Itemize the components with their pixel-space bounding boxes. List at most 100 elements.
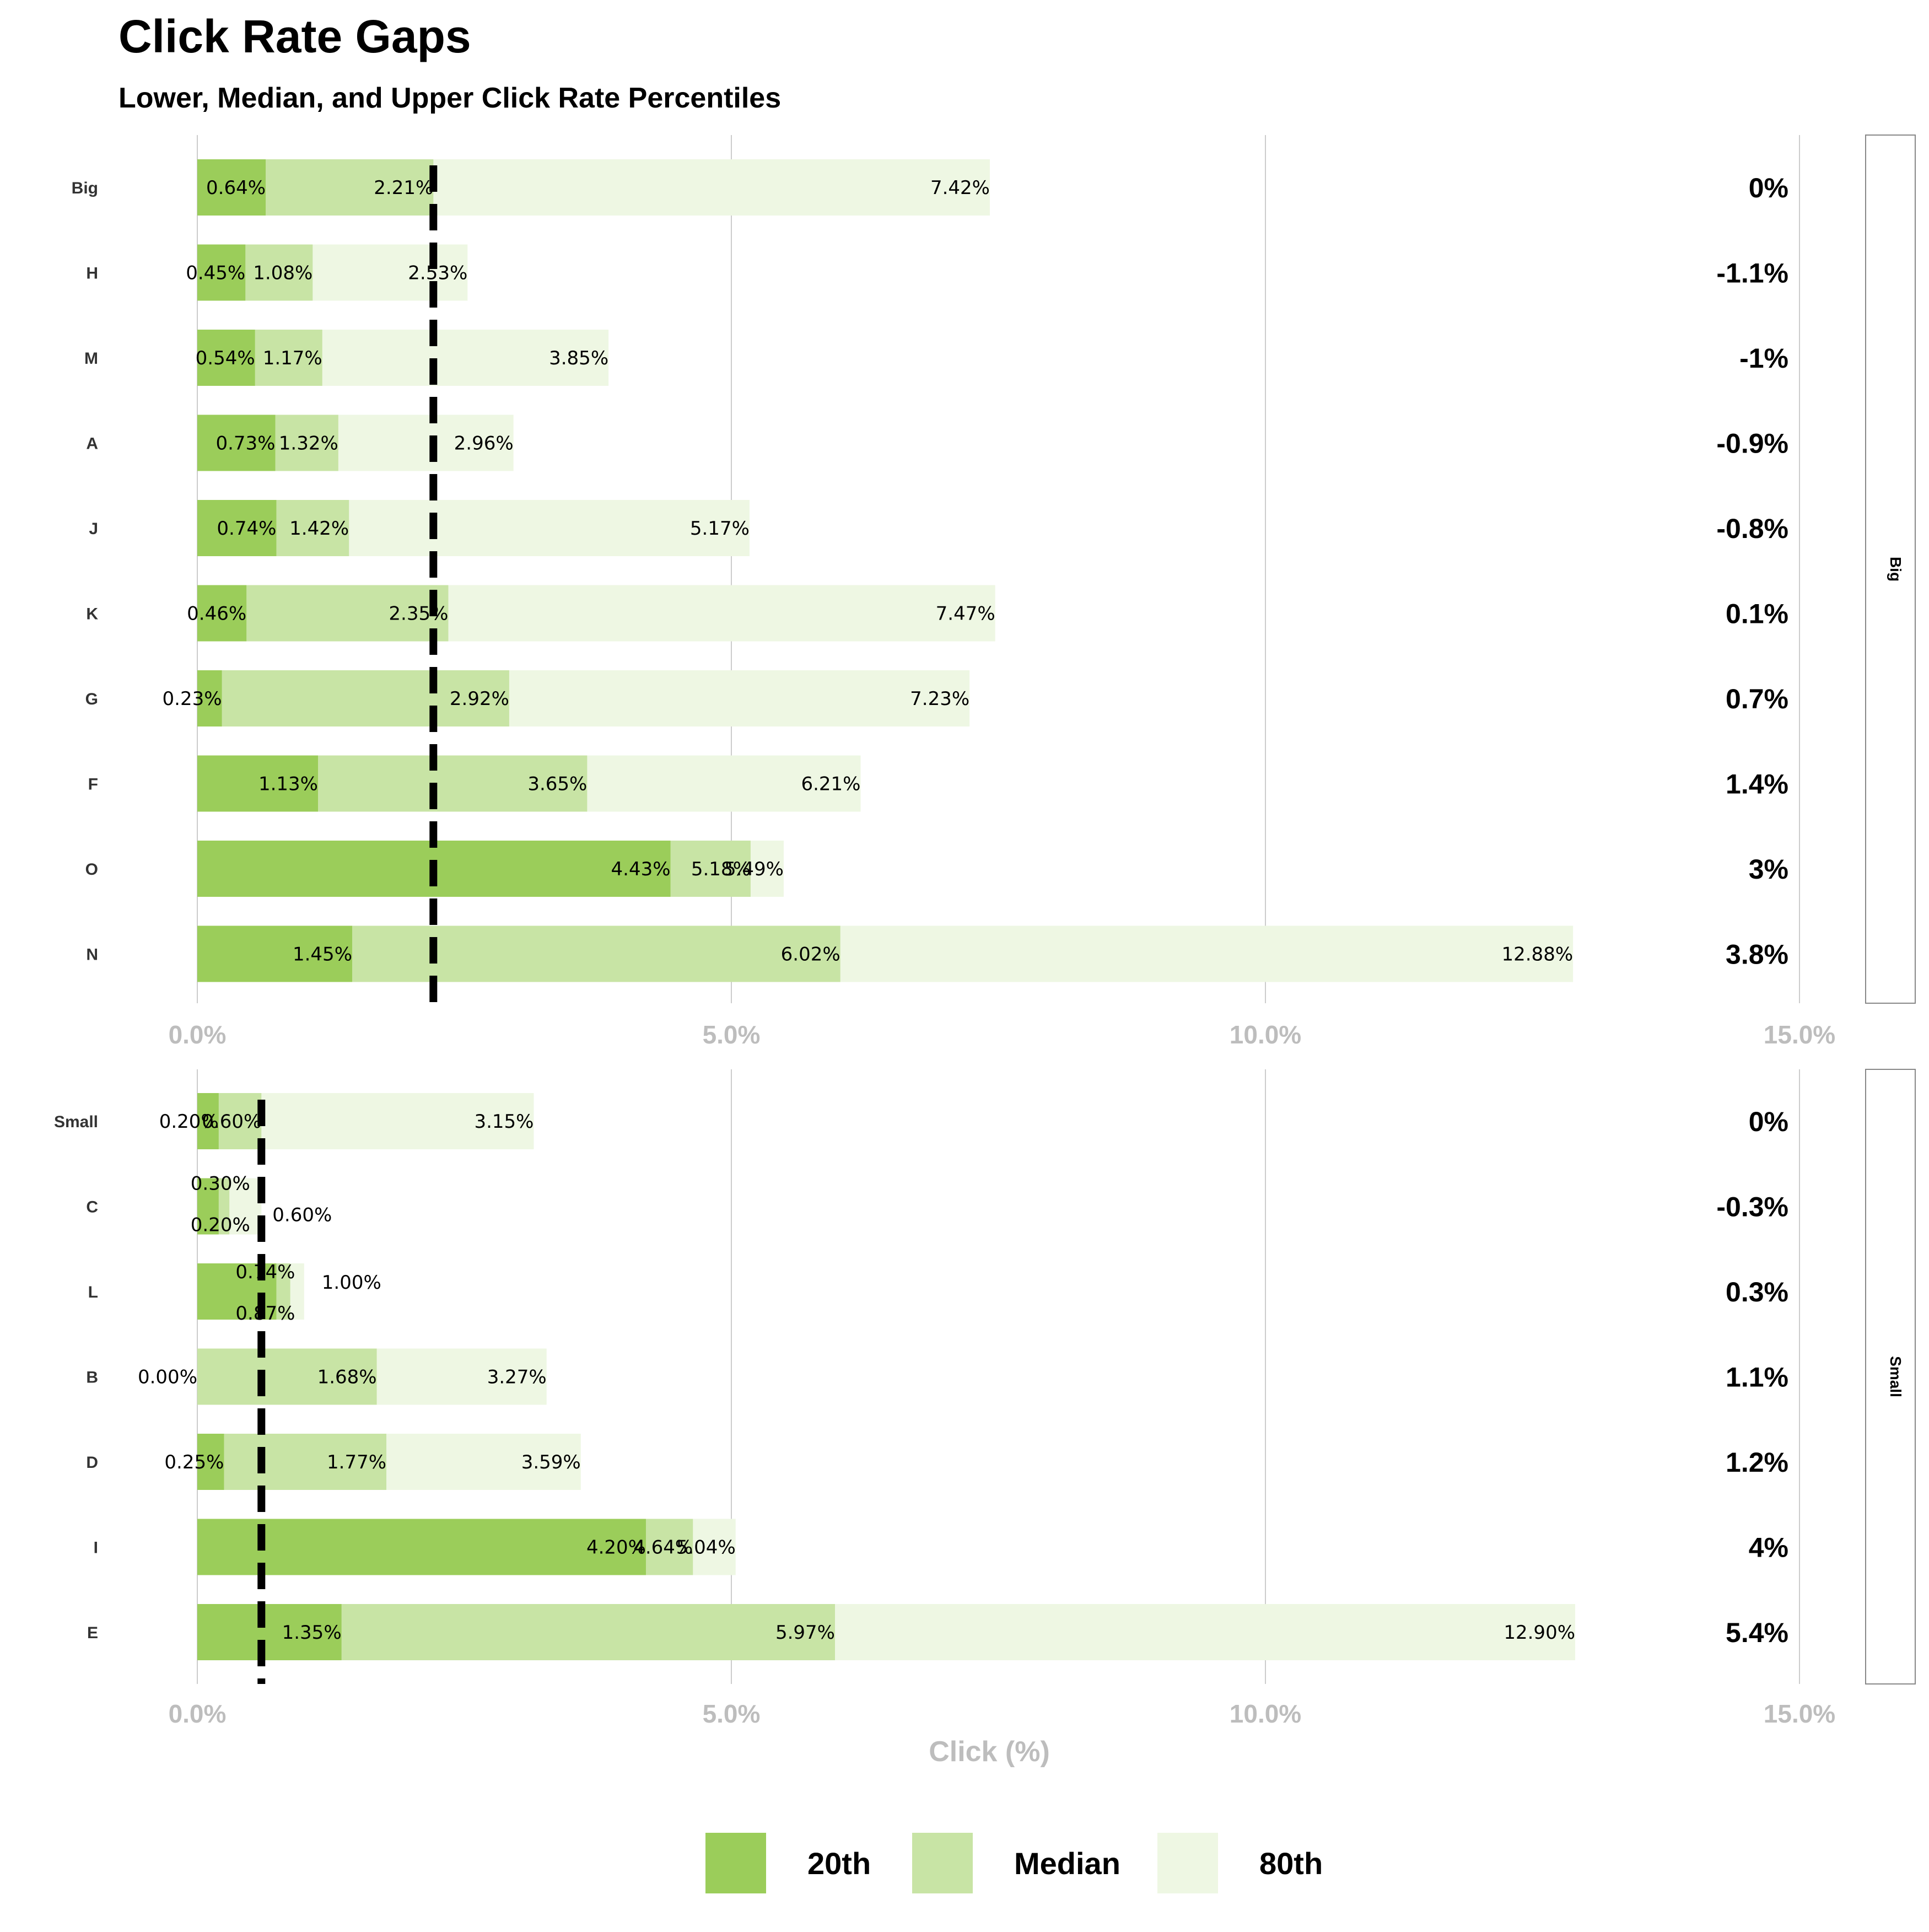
panels: Big 0.64% 2.21% 7.42% 0% H 0.45% 1.08% 2.53% -1.1… xyxy=(54,134,1916,1728)
category-label: K xyxy=(86,605,98,623)
bar-median xyxy=(197,1434,387,1490)
bar-row: Small 0.20%0.60% 3.15% 0% xyxy=(54,1093,1788,1149)
legend-item: Median xyxy=(912,1833,1120,1893)
category-label: D xyxy=(86,1454,98,1472)
legend: 20th Median 80th xyxy=(705,1833,1323,1893)
bar-20th xyxy=(197,1519,646,1575)
gap-label: 0.7% xyxy=(1726,684,1788,714)
median-value-label: 4.64% xyxy=(633,1537,693,1559)
legend-swatch xyxy=(912,1833,973,1893)
facet-strip xyxy=(1865,134,1916,1004)
20th-value-label: 4.43% xyxy=(611,858,671,880)
median-value-label: 0.30% xyxy=(191,1173,250,1195)
bar-row: B 0.00% 1.68% 3.27% 1.1% xyxy=(86,1348,1788,1405)
80th-value-label: 3.27% xyxy=(487,1366,547,1389)
x-tick-label: 10.0% xyxy=(1230,1699,1301,1728)
gap-label: 5.4% xyxy=(1726,1617,1788,1648)
80th-value-label: 5.04% xyxy=(676,1537,736,1559)
category-label: N xyxy=(86,946,98,964)
category-label: G xyxy=(85,690,98,708)
gap-label: -0.8% xyxy=(1716,513,1788,544)
category-label: E xyxy=(87,1624,98,1642)
bar-20th xyxy=(197,925,353,982)
category-label: Small xyxy=(54,1113,98,1131)
20th-value-label: 0.74% xyxy=(217,518,276,540)
median-value-label: 1.77% xyxy=(327,1451,386,1473)
bar-row: O 4.43% 5.18%5.49% 3% xyxy=(85,841,1788,897)
bar-row: M 0.54% 1.17% 3.85% -1% xyxy=(84,330,1788,386)
x-tick-label: 5.0% xyxy=(703,1699,761,1728)
bar-row: F 1.13% 3.65% 6.21% 1.4% xyxy=(88,755,1788,812)
20th-value-label: 1.45% xyxy=(293,944,352,966)
category-label: H xyxy=(86,265,98,283)
gap-label: 0.1% xyxy=(1726,599,1788,629)
bar-20th xyxy=(197,585,247,642)
median-value-label: 1.32% xyxy=(279,433,338,455)
bar-row: I 4.20%4.64%5.04% 4% xyxy=(94,1519,1788,1575)
category-label: Big xyxy=(72,179,98,197)
facet-strip-label: Small xyxy=(1887,1356,1904,1397)
gap-label: 3% xyxy=(1749,854,1788,885)
x-tick-label: 15.0% xyxy=(1764,1699,1835,1728)
80th-value-label: 12.90% xyxy=(1504,1622,1575,1644)
bar-row: G 0.23% 2.92% 7.23% 0.7% xyxy=(85,670,1788,726)
20th-value-label: 1.13% xyxy=(258,773,318,795)
bar-row: D 0.25% 1.77% 3.59% 1.2% xyxy=(86,1434,1788,1490)
median-value-label: 1.68% xyxy=(317,1366,377,1389)
facet-strip xyxy=(1865,1069,1916,1685)
bar-20th xyxy=(197,670,222,726)
median-value-label: 5.18% xyxy=(691,858,751,880)
gap-label: -1% xyxy=(1739,343,1788,374)
bar-row: N 1.45% 6.02% 12.88% 3.8% xyxy=(86,925,1788,982)
gap-label: 0.3% xyxy=(1726,1277,1788,1307)
chart-title: Click Rate Gaps xyxy=(118,10,471,62)
category-label: M xyxy=(84,349,98,368)
chart-subtitle: Lower, Median, and Upper Click Rate Perc… xyxy=(118,82,781,114)
20th-value-label: 0.20% xyxy=(159,1111,219,1133)
bar-20th xyxy=(197,330,255,386)
x-tick-label: 15.0% xyxy=(1764,1020,1835,1049)
legend-label: Median xyxy=(1014,1846,1120,1881)
median-value-label: 1.42% xyxy=(289,518,349,540)
80th-value-label: 7.42% xyxy=(930,177,990,199)
80th-value-label: 12.88% xyxy=(1501,944,1573,966)
gap-label: -0.9% xyxy=(1716,428,1788,459)
bar-20th xyxy=(197,1178,219,1235)
bar-20th xyxy=(197,415,276,471)
bar-20th xyxy=(197,755,318,812)
20th-value-label: 0.73% xyxy=(215,433,275,455)
legend-label: 80th xyxy=(1259,1846,1323,1881)
legend-label: 20th xyxy=(807,1846,871,1881)
category-label: I xyxy=(94,1539,98,1557)
median-value-label: 0.60% xyxy=(202,1111,261,1133)
80th-value-label: 0.60% xyxy=(272,1204,332,1226)
category-label: L xyxy=(88,1283,98,1301)
facet-strip-label: Big xyxy=(1887,557,1904,582)
gap-label: 1.1% xyxy=(1726,1362,1788,1393)
gap-label: 4% xyxy=(1749,1532,1788,1563)
x-tick-label: 0.0% xyxy=(169,1699,227,1728)
80th-value-label: 1.00% xyxy=(322,1272,381,1294)
20th-value-label: 0.00% xyxy=(138,1366,197,1389)
median-value-label: 5.97% xyxy=(775,1622,835,1644)
20th-value-label: 0.20% xyxy=(191,1214,250,1236)
category-label: B xyxy=(86,1369,98,1387)
80th-value-label: 7.47% xyxy=(936,603,995,625)
80th-value-label: 5.49% xyxy=(724,858,784,880)
80th-value-label: 6.21% xyxy=(801,773,860,795)
category-label: A xyxy=(86,435,98,453)
bar-row: L 0.74% 0.87% 1.00% 0.3% xyxy=(88,1261,1788,1325)
80th-value-label: 3.59% xyxy=(521,1451,581,1473)
bar-20th xyxy=(197,1093,219,1149)
80th-value-label: 2.96% xyxy=(454,433,514,455)
category-label: F xyxy=(88,776,98,794)
gap-label: 0% xyxy=(1749,1106,1788,1137)
bar-row: A 0.73% 1.32% 2.96% -0.9% xyxy=(86,415,1788,471)
legend-swatch xyxy=(1157,1833,1218,1893)
x-tick-label: 5.0% xyxy=(703,1020,761,1049)
80th-value-label: 3.15% xyxy=(474,1111,534,1133)
legend-swatch xyxy=(705,1833,766,1893)
bar-median xyxy=(197,670,509,726)
